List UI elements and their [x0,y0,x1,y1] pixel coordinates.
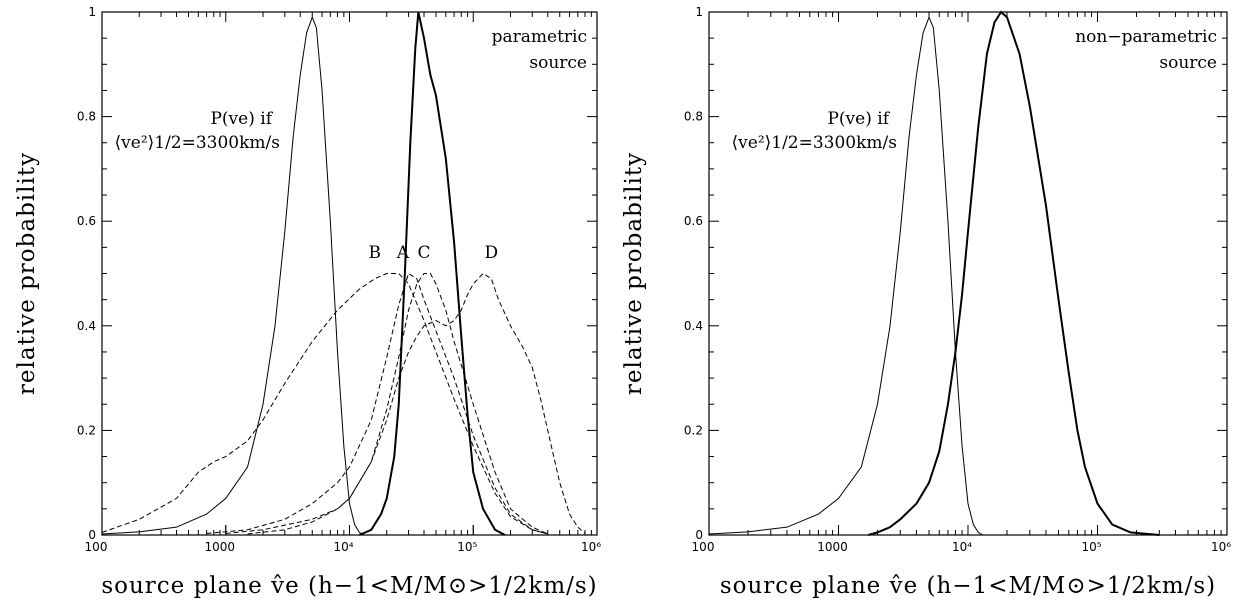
plot-frame [708,11,1228,536]
y-tick-label: 0.8 [684,110,703,124]
y-axis-label: relative probability [14,152,40,395]
x-tick-label: 100 [85,540,108,554]
y-tick-label: 0.8 [77,110,96,124]
y-tick-label: 0.2 [684,423,703,437]
y-tick-label: 0.4 [77,319,96,333]
y-tick-label: 0.6 [684,214,703,228]
measured-distribution-curve [868,10,1160,536]
x-tick-label: 10⁶ [1211,540,1231,554]
pve-label-line2: ⟨ve²⟩1/2=3300km/s [732,133,897,153]
x-axis-label: source plane v̂e (h−1<M/M⊙>1/2km/s) [720,573,1216,599]
curve-label-d: D [485,243,499,263]
pve-reference-curve [101,15,364,536]
x-axis-label: source plane v̂e (h−1<M/M⊙>1/2km/s) [101,573,597,599]
y-tick-label: 1 [695,5,703,19]
corner-label-line1: non−parametric [1075,27,1217,47]
corner-label-line2: source [529,53,587,73]
x-tick-label: 10⁵ [1081,540,1101,554]
y-tick-label: 0 [88,528,96,542]
y-tick-label: 0.2 [77,423,96,437]
pve-reference-curve [708,15,984,536]
right-panel-non-parametric: 100 1000 10⁴ 10⁵ 10⁶ 0 0.2 0.4 0.6 0.8 1 source pla… [621,5,1231,599]
corner-label-line1: parametric [492,27,587,47]
left-panel-parametric: 100 1000 10⁴ 10⁵ 10⁶ 0 0.2 0.4 0.6 0.8 1 source pla… [14,5,601,599]
pve-label-line1: P(ve) if [827,109,890,129]
pve-label-line1: P(ve) if [210,109,273,129]
x-tick-label: 100 [692,540,715,554]
x-tick-label: 10⁴ [333,540,353,554]
x-tick-label: 10⁶ [581,540,601,554]
y-axis-label: relative probability [621,152,647,395]
curve-label-a: A [396,243,410,263]
pve-label-line2: ⟨ve²⟩1/2=3300km/s [115,133,280,153]
y-tick-label: 1 [88,5,96,19]
series-c-curve [225,273,548,535]
curve-label-c: C [417,243,430,263]
y-tick-label: 0 [695,528,703,542]
curve-label-b: B [369,243,382,263]
plot-frame [101,11,598,536]
measured-distribution-curve [358,11,506,536]
y-tick-label: 0.6 [77,214,96,228]
x-tick-label: 1000 [204,540,235,554]
series-a-curve [206,272,548,535]
series-d-curve [247,272,586,535]
x-tick-label: 1000 [817,540,848,554]
x-tick-label: 10⁴ [952,540,972,554]
series-b-curve [101,273,548,535]
y-tick-label: 0.4 [684,319,703,333]
corner-label-line2: source [1159,53,1217,73]
x-tick-label: 10⁵ [457,540,477,554]
